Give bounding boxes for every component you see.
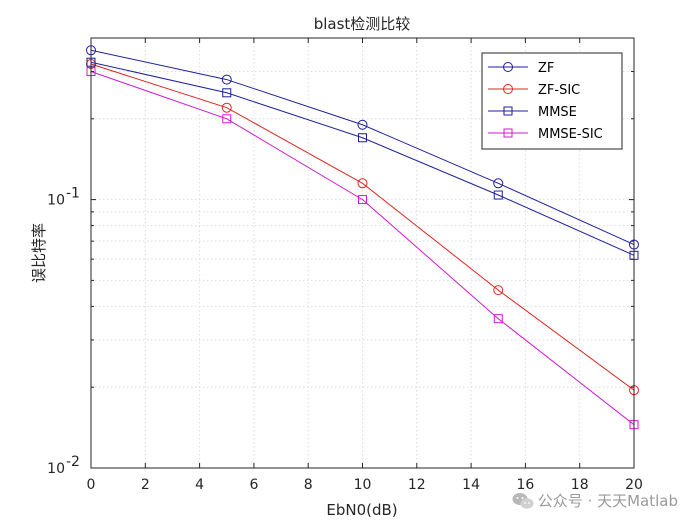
data-point-zf-sic (493, 285, 504, 296)
data-point-zf (493, 178, 504, 189)
data-point-zf-sic (221, 102, 232, 113)
chart-title: blast检测比较 (314, 15, 411, 33)
legend-label: ZF (538, 61, 554, 76)
x-axis-label: EbN0(dB) (326, 501, 397, 519)
data-point-mmse (222, 88, 232, 98)
x-tick-label: 18 (571, 477, 589, 493)
data-point-zf (221, 74, 232, 85)
x-tick-label: 2 (141, 477, 150, 493)
legend-label: MMSE-SIC (538, 127, 603, 142)
legend-item-zf-sic[interactable]: ZF-SIC (488, 83, 580, 98)
legend-item-mmse[interactable]: MMSE (488, 105, 577, 120)
data-point-zf-sic (357, 178, 368, 189)
data-point-mmse-sic (493, 314, 503, 324)
series-line-zf-sic (90, 63, 635, 391)
x-tick-label: 0 (87, 477, 96, 493)
x-tick-label: 20 (625, 477, 643, 493)
wechat-icon (512, 492, 534, 509)
legend-swatch-marker (503, 62, 513, 72)
legend[interactable]: ZF ZF-SIC MMSE MMSE-SIC (481, 52, 623, 150)
legend-label: MMSE (538, 105, 577, 120)
data-point-mmse (358, 133, 367, 143)
legend-swatch-marker (503, 84, 513, 94)
legend-item-zf[interactable]: ZF (488, 61, 554, 76)
watermark: 公众号 · 天天Matlab (512, 490, 678, 511)
data-point-zf (357, 119, 368, 130)
x-tick-label: 4 (195, 477, 204, 493)
x-tick-label: 12 (408, 477, 426, 493)
y-tick-label-exponent: -2 (66, 454, 80, 470)
legend-item-mmse-sic[interactable]: MMSE-SIC (488, 127, 603, 142)
x-tick-label: 16 (516, 477, 534, 493)
y-axis-label: 误比特率 (30, 223, 48, 283)
x-tick-label: 8 (304, 477, 313, 493)
series-line-mmse (90, 61, 635, 256)
series-line-zf (90, 49, 635, 246)
x-tick-label: 14 (462, 477, 480, 493)
watermark-text: 公众号 · 天天Matlab (537, 492, 678, 510)
x-tick-label: 6 (249, 477, 258, 493)
data-point-mmse (493, 190, 503, 200)
legend-label: ZF-SIC (538, 83, 580, 98)
series-line-mmse-sic (90, 71, 635, 426)
y-tick-label-exponent: -1 (66, 186, 80, 202)
x-tick-label: 10 (354, 477, 372, 493)
series-zf (86, 45, 639, 250)
data-point-mmse-sic (358, 195, 367, 205)
data-point-mmse-sic (222, 114, 232, 124)
legend-swatch-marker (503, 106, 513, 116)
y-tick-label: 10 (47, 193, 65, 209)
series-layer (86, 45, 639, 430)
legend-swatch-marker (503, 128, 513, 138)
y-tick-label: 10 (47, 461, 65, 477)
